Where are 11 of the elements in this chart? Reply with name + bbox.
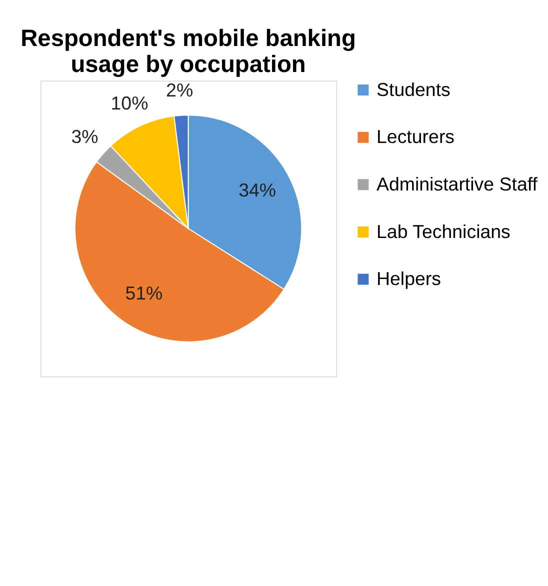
data-label: 2% xyxy=(166,80,194,101)
legend-label: Lab Technicians xyxy=(376,220,510,242)
data-label: 51% xyxy=(125,282,163,304)
data-label: 3% xyxy=(71,126,98,148)
legend-label: Helpers xyxy=(376,268,442,290)
data-label: 10% xyxy=(110,92,148,114)
legend-label: Administartive Staff xyxy=(376,174,538,195)
legend-label: Lecturers xyxy=(376,126,455,148)
chart-title: Respondent's mobile banking usage by occupation xyxy=(20,26,356,78)
data-label: 34% xyxy=(238,179,276,200)
legend-label: Students xyxy=(376,78,450,100)
